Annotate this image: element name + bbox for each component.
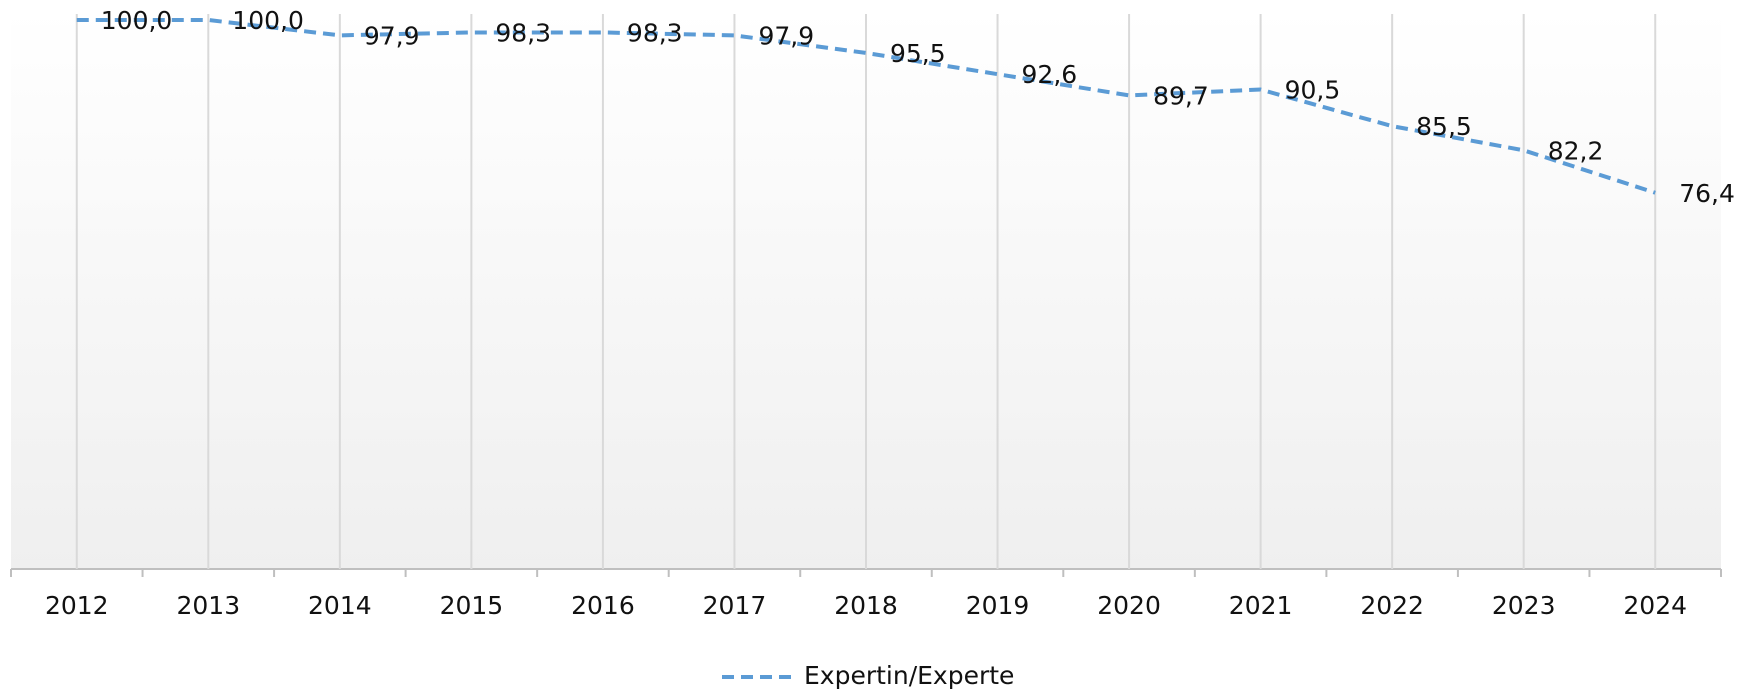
x-tick-label: 2014 <box>308 591 372 620</box>
x-tick-label: 2019 <box>966 591 1030 620</box>
data-label: 92,6 <box>1022 60 1078 89</box>
data-label: 98,3 <box>495 18 551 47</box>
data-label: 100,0 <box>101 6 173 35</box>
x-tick-label: 2018 <box>834 591 898 620</box>
data-label: 97,9 <box>364 21 420 50</box>
x-tick-label: 2013 <box>176 591 240 620</box>
x-tick-label: 2015 <box>440 591 504 620</box>
x-tick-label: 2021 <box>1229 591 1293 620</box>
x-tick-label: 2023 <box>1492 591 1556 620</box>
x-tick-label: 2020 <box>1097 591 1161 620</box>
data-label: 82,2 <box>1548 136 1604 165</box>
data-label: 100,0 <box>232 6 304 35</box>
data-label: 90,5 <box>1285 76 1341 105</box>
legend-label: Expertin/Experte <box>804 661 1014 690</box>
data-label: 97,9 <box>758 21 814 50</box>
data-label: 76,4 <box>1679 179 1735 208</box>
data-label: 98,3 <box>627 18 683 47</box>
x-tick-label: 2016 <box>571 591 635 620</box>
x-tick-label: 2022 <box>1360 591 1424 620</box>
x-tick-label: 2012 <box>45 591 109 620</box>
data-label: 95,5 <box>890 39 946 68</box>
x-tick-label: 2024 <box>1623 591 1687 620</box>
x-tick-label: 2017 <box>703 591 767 620</box>
data-label: 85,5 <box>1416 112 1472 141</box>
data-label: 89,7 <box>1153 81 1209 110</box>
